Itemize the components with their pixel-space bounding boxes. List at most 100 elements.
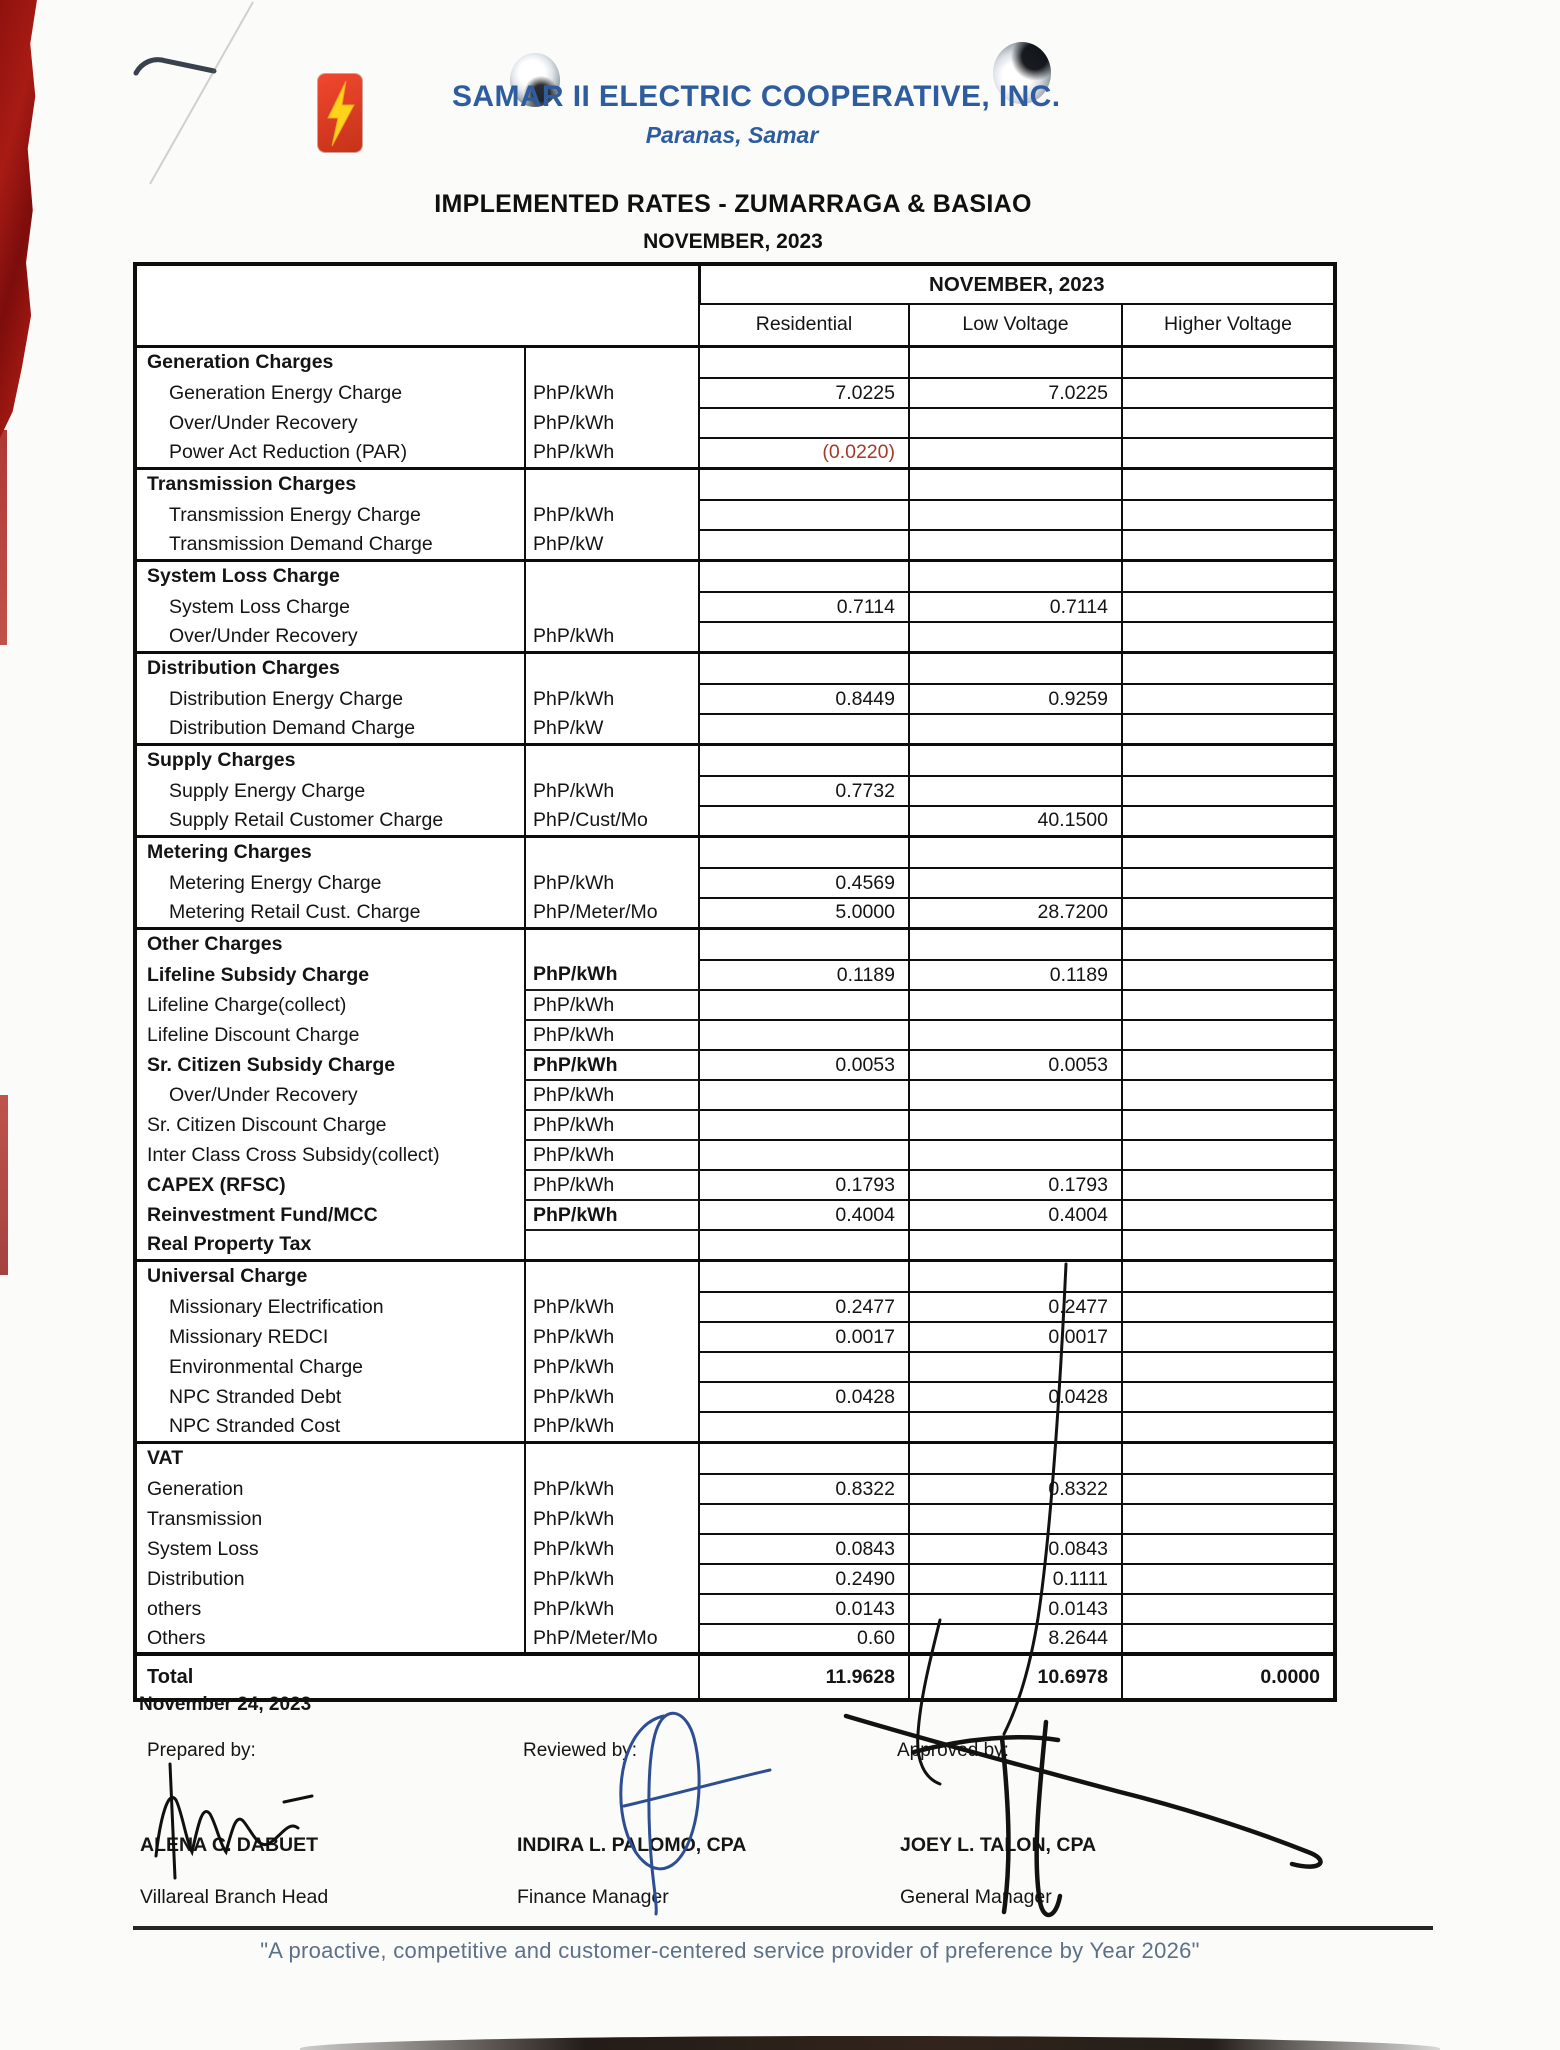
- unit-cell: [525, 1652, 699, 1700]
- charge-label-cell: Transmission Charges: [135, 466, 525, 500]
- rate-row: Other Charges: [135, 926, 1336, 961]
- higher-voltage-value-cell: [1120, 684, 1336, 715]
- residential-value-cell: 0.8322: [698, 1474, 909, 1505]
- charge-label-cell: Over/Under Recovery: [169, 1083, 358, 1106]
- residential-value-cell: 0.1189: [698, 960, 909, 991]
- rate-row: System Loss Charge 0.7114 0.7114: [135, 592, 1336, 623]
- unit-cell: PhP/kWh: [524, 1534, 699, 1564]
- rate-row: Metering Retail Cust. Charge PhP/Meter/M…: [135, 898, 1336, 929]
- unit-cell: PhP/kWh: [524, 1322, 699, 1352]
- unit-cell: PhP/kWh: [524, 1474, 699, 1504]
- charge-label-cell: Real Property Tax: [147, 1232, 312, 1255]
- rate-row: CAPEX (RFSC) PhP/kWh 0.1793 0.1793: [135, 1170, 1336, 1201]
- charge-label-cell: Generation Charges: [135, 344, 525, 378]
- rate-row: Distribution Energy Charge PhP/kWh 0.844…: [135, 684, 1336, 715]
- unit-cell: PhP/kWh: [524, 868, 699, 898]
- charge-label-cell: Distribution: [147, 1567, 245, 1590]
- higher-voltage-value-cell: [1120, 714, 1336, 745]
- low-voltage-value-cell: [908, 1080, 1122, 1111]
- charge-label-cell: NPC Stranded Debt: [169, 1385, 342, 1408]
- higher-voltage-value-cell: [1120, 806, 1336, 837]
- low-voltage-value-cell: 0.2477: [908, 1292, 1122, 1323]
- rate-row: Universal Charge: [135, 1258, 1336, 1293]
- unit-cell: PhP/kWh: [524, 378, 699, 408]
- higher-voltage-value-cell: [1120, 650, 1336, 685]
- unit-cell: PhP/kWh: [524, 1140, 699, 1171]
- higher-voltage-value-cell: [1120, 1382, 1336, 1413]
- unit-cell: PhP/kWh: [524, 990, 699, 1021]
- low-voltage-value-cell: [908, 990, 1122, 1021]
- low-voltage-value-cell: [908, 530, 1122, 561]
- residential-value-cell: [698, 806, 909, 837]
- unit-cell: PhP/kWh: [524, 500, 699, 530]
- scan-red-book-edge: [0, 0, 37, 438]
- rate-row: Real Property Tax: [135, 1230, 1336, 1261]
- unit-cell: [524, 742, 699, 776]
- low-voltage-value-cell: 0.1189: [908, 960, 1122, 991]
- rate-row: Generation Charges: [135, 344, 1336, 379]
- higher-voltage-value-cell: [1120, 1594, 1336, 1625]
- low-voltage-value-cell: [908, 500, 1122, 531]
- charge-label-cell: Supply Charges: [135, 742, 525, 776]
- residential-value-cell: [698, 1080, 909, 1111]
- document-subtitle: NOVEMBER, 2023: [643, 230, 823, 253]
- unit-cell: PhP/kWh: [524, 1292, 699, 1322]
- unit-cell: PhP/kW: [524, 530, 699, 560]
- low-voltage-value-cell: 28.7200: [908, 898, 1122, 929]
- low-voltage-value-cell: [908, 714, 1122, 745]
- residential-value-cell: [698, 500, 909, 531]
- residential-value-cell: [698, 1504, 909, 1535]
- higher-voltage-value-cell: [1120, 1624, 1336, 1655]
- low-voltage-value-cell: 0.0428: [908, 1382, 1122, 1413]
- implemented-rates-table: NOVEMBER, 2023 Residential Low Voltage H…: [133, 262, 1338, 1702]
- unit-cell: PhP/kWh: [524, 408, 699, 438]
- unit-cell: [524, 834, 699, 868]
- charge-label-cell: System Loss Charge: [135, 558, 525, 592]
- scan-bottom-shadow: [300, 2036, 1440, 2050]
- charge-label-cell: Metering Retail Cust. Charge: [169, 900, 421, 923]
- residential-value-cell: [698, 926, 909, 961]
- prepared-by-signature: [154, 1762, 314, 1880]
- charge-label-cell: NPC Stranded Cost: [169, 1414, 341, 1437]
- higher-voltage-value-cell: [1120, 466, 1336, 501]
- col-header-residential: Residential: [698, 304, 909, 348]
- rate-row: System Loss Charge: [135, 558, 1336, 593]
- unit-cell: PhP/kWh: [524, 1594, 699, 1624]
- rate-row: Transmission Energy Charge PhP/kWh: [135, 500, 1336, 531]
- low-voltage-value-cell: [908, 834, 1122, 869]
- low-voltage-value-cell: 0.8322: [908, 1474, 1122, 1505]
- residential-value-cell: 0.4004: [698, 1200, 909, 1231]
- low-voltage-value-cell: [908, 1230, 1122, 1261]
- low-voltage-value-cell: [908, 1504, 1122, 1535]
- low-voltage-value-cell: [908, 776, 1122, 807]
- higher-voltage-value-cell: [1120, 1140, 1336, 1171]
- binder-clip-mark: [133, 57, 217, 76]
- higher-voltage-value-cell: [1120, 742, 1336, 777]
- rate-row: Metering Charges: [135, 834, 1336, 869]
- low-voltage-value-cell: 0.0843: [908, 1534, 1122, 1565]
- higher-voltage-value-cell: [1120, 1474, 1336, 1505]
- unit-cell: PhP/kWh: [524, 438, 699, 468]
- rate-row: NPC Stranded Cost PhP/kWh: [135, 1412, 1336, 1443]
- rate-row: Lifeline Charge(collect) PhP/kWh: [135, 990, 1336, 1021]
- low-voltage-value-cell: [908, 1440, 1122, 1475]
- scan-red-edge-sliver-upper: [0, 430, 7, 645]
- unit-cell: PhP/kWh: [524, 1352, 699, 1382]
- higher-voltage-value-cell: [1120, 960, 1336, 991]
- unit-cell: [524, 650, 699, 684]
- low-voltage-value-cell: [908, 1020, 1122, 1051]
- company-logo: [318, 74, 362, 152]
- col-header-higher-voltage: Higher Voltage: [1120, 304, 1336, 348]
- charge-label-cell: Missionary Electrification: [169, 1295, 384, 1318]
- residential-value-cell: [698, 408, 909, 439]
- higher-voltage-value-cell: [1120, 1504, 1336, 1535]
- charge-label-cell: CAPEX (RFSC): [147, 1173, 286, 1196]
- unit-cell: PhP/kWh: [524, 1050, 699, 1081]
- unit-cell: PhP/Meter/Mo: [524, 1624, 699, 1654]
- charge-label-cell: Distribution Charges: [135, 650, 525, 684]
- higher-voltage-value-cell: [1120, 1258, 1336, 1293]
- unit-cell: PhP/kWh: [524, 622, 699, 652]
- residential-value-cell: [698, 834, 909, 869]
- residential-value-cell: 11.9628: [698, 1652, 909, 1701]
- rate-row: Generation PhP/kWh 0.8322 0.8322: [135, 1474, 1336, 1505]
